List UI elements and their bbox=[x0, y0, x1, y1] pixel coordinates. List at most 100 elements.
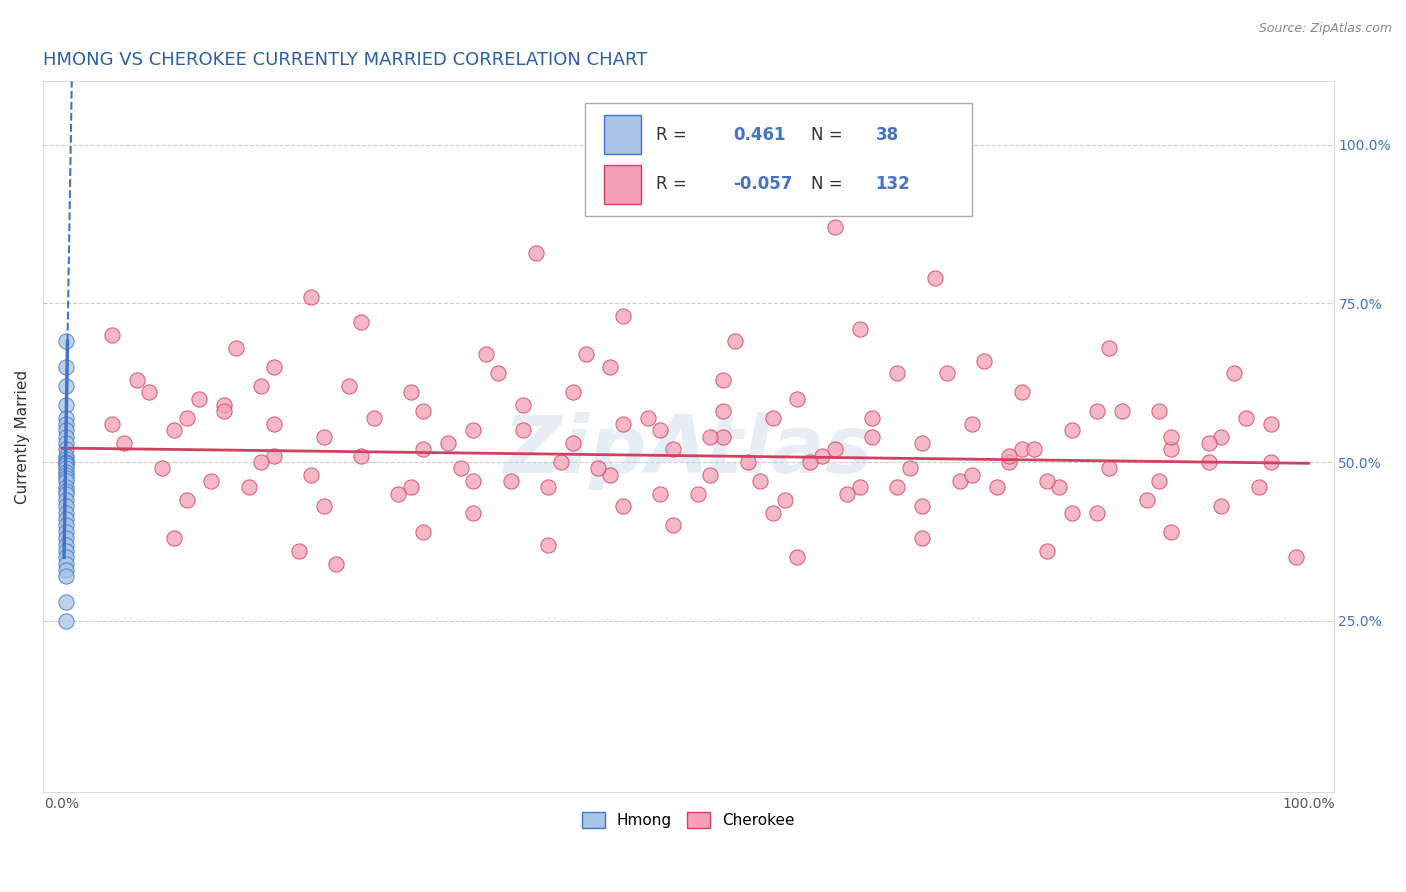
Point bbox=[562, 436, 585, 450]
Point bbox=[176, 493, 198, 508]
Point bbox=[250, 379, 273, 393]
Text: R =: R = bbox=[657, 176, 688, 194]
Point bbox=[824, 442, 846, 457]
Point bbox=[55, 467, 77, 482]
Point bbox=[724, 334, 747, 349]
Point bbox=[1147, 474, 1170, 488]
Point bbox=[948, 474, 970, 488]
Point bbox=[55, 398, 77, 412]
Point bbox=[586, 461, 609, 475]
Point bbox=[1160, 524, 1182, 539]
Point bbox=[412, 524, 434, 539]
Point bbox=[1011, 385, 1033, 400]
Point bbox=[711, 404, 734, 418]
Point bbox=[55, 379, 77, 393]
Point bbox=[437, 436, 460, 450]
Point bbox=[212, 404, 235, 418]
Point bbox=[1036, 544, 1059, 558]
Point bbox=[773, 493, 796, 508]
Point bbox=[238, 480, 260, 494]
Point bbox=[1011, 442, 1033, 457]
Point bbox=[1060, 506, 1083, 520]
Point bbox=[998, 449, 1021, 463]
Point bbox=[960, 417, 983, 431]
Point bbox=[837, 487, 859, 501]
Point bbox=[287, 544, 309, 558]
Point bbox=[55, 531, 77, 545]
Point bbox=[55, 493, 77, 508]
Point bbox=[55, 512, 77, 526]
Point bbox=[112, 436, 135, 450]
Point bbox=[686, 487, 709, 501]
Point bbox=[599, 359, 621, 374]
Text: HMONG VS CHEROKEE CURRENTLY MARRIED CORRELATION CHART: HMONG VS CHEROKEE CURRENTLY MARRIED CORR… bbox=[44, 51, 648, 69]
Point bbox=[225, 341, 247, 355]
Point bbox=[512, 398, 534, 412]
Point bbox=[399, 385, 422, 400]
Point bbox=[537, 480, 560, 494]
Point bbox=[55, 594, 77, 608]
Legend: Hmong, Cherokee: Hmong, Cherokee bbox=[575, 805, 801, 834]
Point bbox=[1147, 404, 1170, 418]
Point bbox=[612, 500, 634, 514]
Point bbox=[55, 474, 77, 488]
Point bbox=[1223, 366, 1246, 380]
Point bbox=[55, 550, 77, 565]
Point bbox=[55, 500, 77, 514]
Point bbox=[886, 480, 908, 494]
Point bbox=[263, 359, 285, 374]
Point bbox=[911, 436, 934, 450]
Point bbox=[450, 461, 472, 475]
Point bbox=[55, 455, 77, 469]
Point bbox=[163, 531, 186, 545]
Point bbox=[55, 430, 77, 444]
Point bbox=[55, 465, 77, 479]
Point bbox=[599, 467, 621, 482]
Point bbox=[55, 483, 77, 498]
Point bbox=[860, 430, 883, 444]
Point bbox=[1198, 436, 1220, 450]
Point bbox=[537, 537, 560, 551]
FancyBboxPatch shape bbox=[585, 103, 972, 217]
Point bbox=[299, 290, 322, 304]
Point bbox=[100, 417, 122, 431]
Point bbox=[1211, 430, 1233, 444]
Point bbox=[55, 518, 77, 533]
Point bbox=[325, 557, 347, 571]
Point bbox=[474, 347, 496, 361]
Point bbox=[849, 322, 872, 336]
Point bbox=[55, 557, 77, 571]
Text: ZipAtlas: ZipAtlas bbox=[503, 412, 873, 490]
Point bbox=[960, 467, 983, 482]
Text: R =: R = bbox=[657, 126, 688, 144]
Point bbox=[1234, 410, 1257, 425]
Point bbox=[786, 550, 808, 565]
Point bbox=[212, 398, 235, 412]
Point bbox=[699, 467, 721, 482]
Point bbox=[524, 245, 547, 260]
Point bbox=[924, 271, 946, 285]
Point bbox=[55, 451, 77, 466]
Point bbox=[55, 449, 77, 463]
Point bbox=[886, 366, 908, 380]
Point bbox=[1085, 404, 1108, 418]
Text: N =: N = bbox=[811, 176, 842, 194]
Point bbox=[761, 506, 783, 520]
Point bbox=[337, 379, 360, 393]
Point bbox=[1160, 442, 1182, 457]
Point bbox=[574, 347, 596, 361]
Point bbox=[911, 531, 934, 545]
Point bbox=[936, 366, 959, 380]
Point bbox=[55, 410, 77, 425]
Point bbox=[125, 373, 148, 387]
Point bbox=[711, 373, 734, 387]
Point bbox=[55, 461, 77, 475]
Point bbox=[55, 417, 77, 431]
Point bbox=[55, 359, 77, 374]
Point bbox=[737, 455, 759, 469]
Text: 0.461: 0.461 bbox=[734, 126, 786, 144]
Point bbox=[612, 417, 634, 431]
Point bbox=[811, 449, 834, 463]
Text: -0.057: -0.057 bbox=[734, 176, 793, 194]
Point bbox=[1024, 442, 1046, 457]
